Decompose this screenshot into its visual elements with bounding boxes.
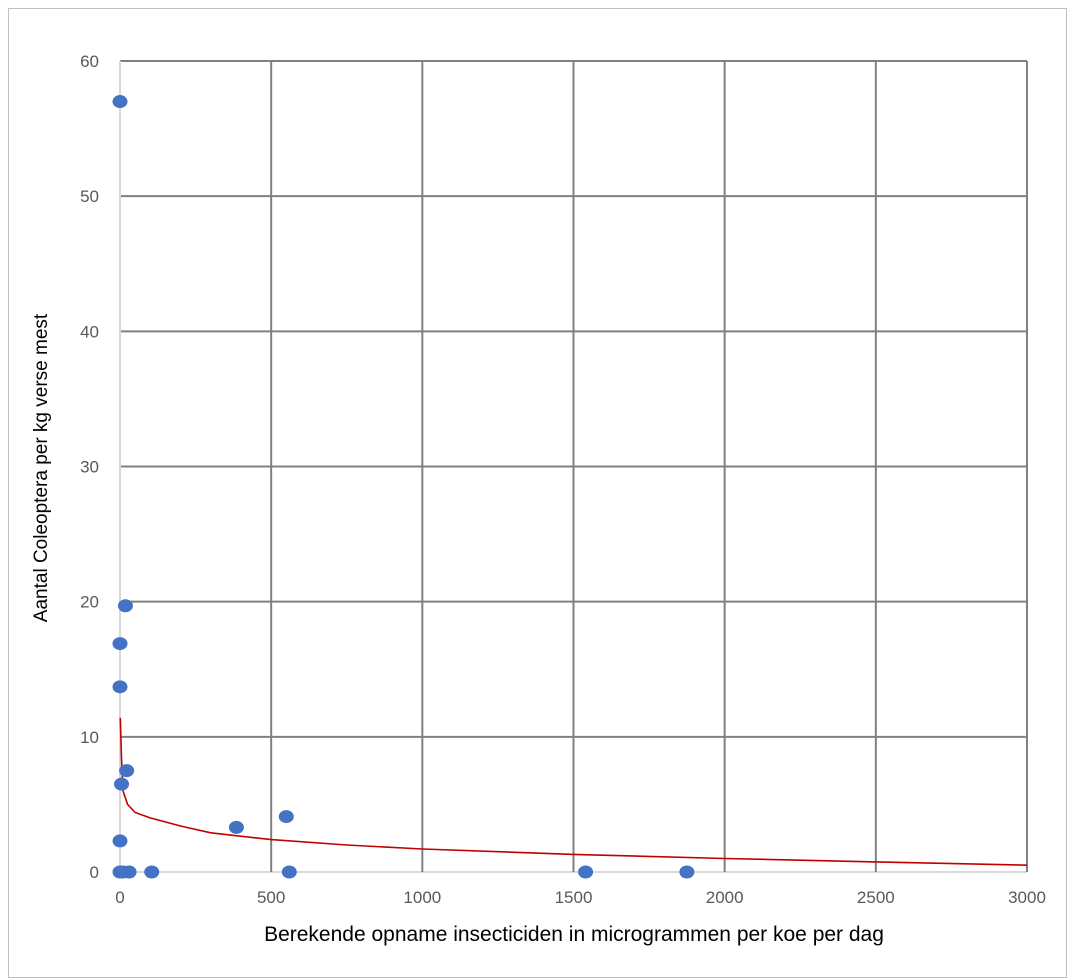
grid-lines — [119, 60, 1028, 873]
data-points — [112, 95, 695, 879]
x-axis-label: Berekende opname insecticiden in microgr… — [264, 923, 884, 946]
data-point — [281, 865, 297, 879]
y-tick-label: 20 — [80, 593, 99, 612]
data-point — [144, 865, 160, 879]
data-point — [679, 865, 695, 879]
data-point — [119, 764, 135, 778]
trend-line-path — [119, 717, 1028, 866]
y-tick-labels: 0 10 20 30 40 50 60 — [80, 52, 99, 882]
x-tick-label: 1500 — [555, 888, 593, 907]
trend-line — [119, 717, 1028, 866]
y-tick-label: 40 — [80, 322, 99, 341]
y-tick-label: 30 — [80, 458, 99, 477]
data-point — [112, 95, 128, 109]
x-tick-labels: 0 500 1000 1500 2000 2500 3000 — [115, 888, 1046, 907]
x-tick-label: 1000 — [403, 888, 441, 907]
data-point — [114, 777, 130, 791]
data-point — [117, 599, 133, 613]
data-point — [578, 865, 594, 879]
x-tick-label: 0 — [115, 888, 124, 907]
data-point — [278, 810, 294, 824]
data-point — [112, 680, 128, 694]
data-point — [112, 637, 128, 651]
y-axis-label: Aantal Coleoptera per kg verse mest — [31, 313, 52, 622]
y-tick-label: 60 — [80, 52, 99, 71]
y-tick-label: 0 — [90, 863, 99, 882]
x-tick-label: 500 — [257, 888, 285, 907]
x-tick-label: 3000 — [1008, 888, 1046, 907]
y-tick-label: 50 — [80, 187, 99, 206]
x-tick-label: 2500 — [857, 888, 895, 907]
data-point — [228, 820, 244, 834]
data-point — [112, 834, 128, 848]
data-point — [121, 865, 137, 879]
y-tick-label: 10 — [80, 728, 99, 747]
chart-frame — [8, 8, 1067, 978]
x-tick-label: 2000 — [706, 888, 744, 907]
